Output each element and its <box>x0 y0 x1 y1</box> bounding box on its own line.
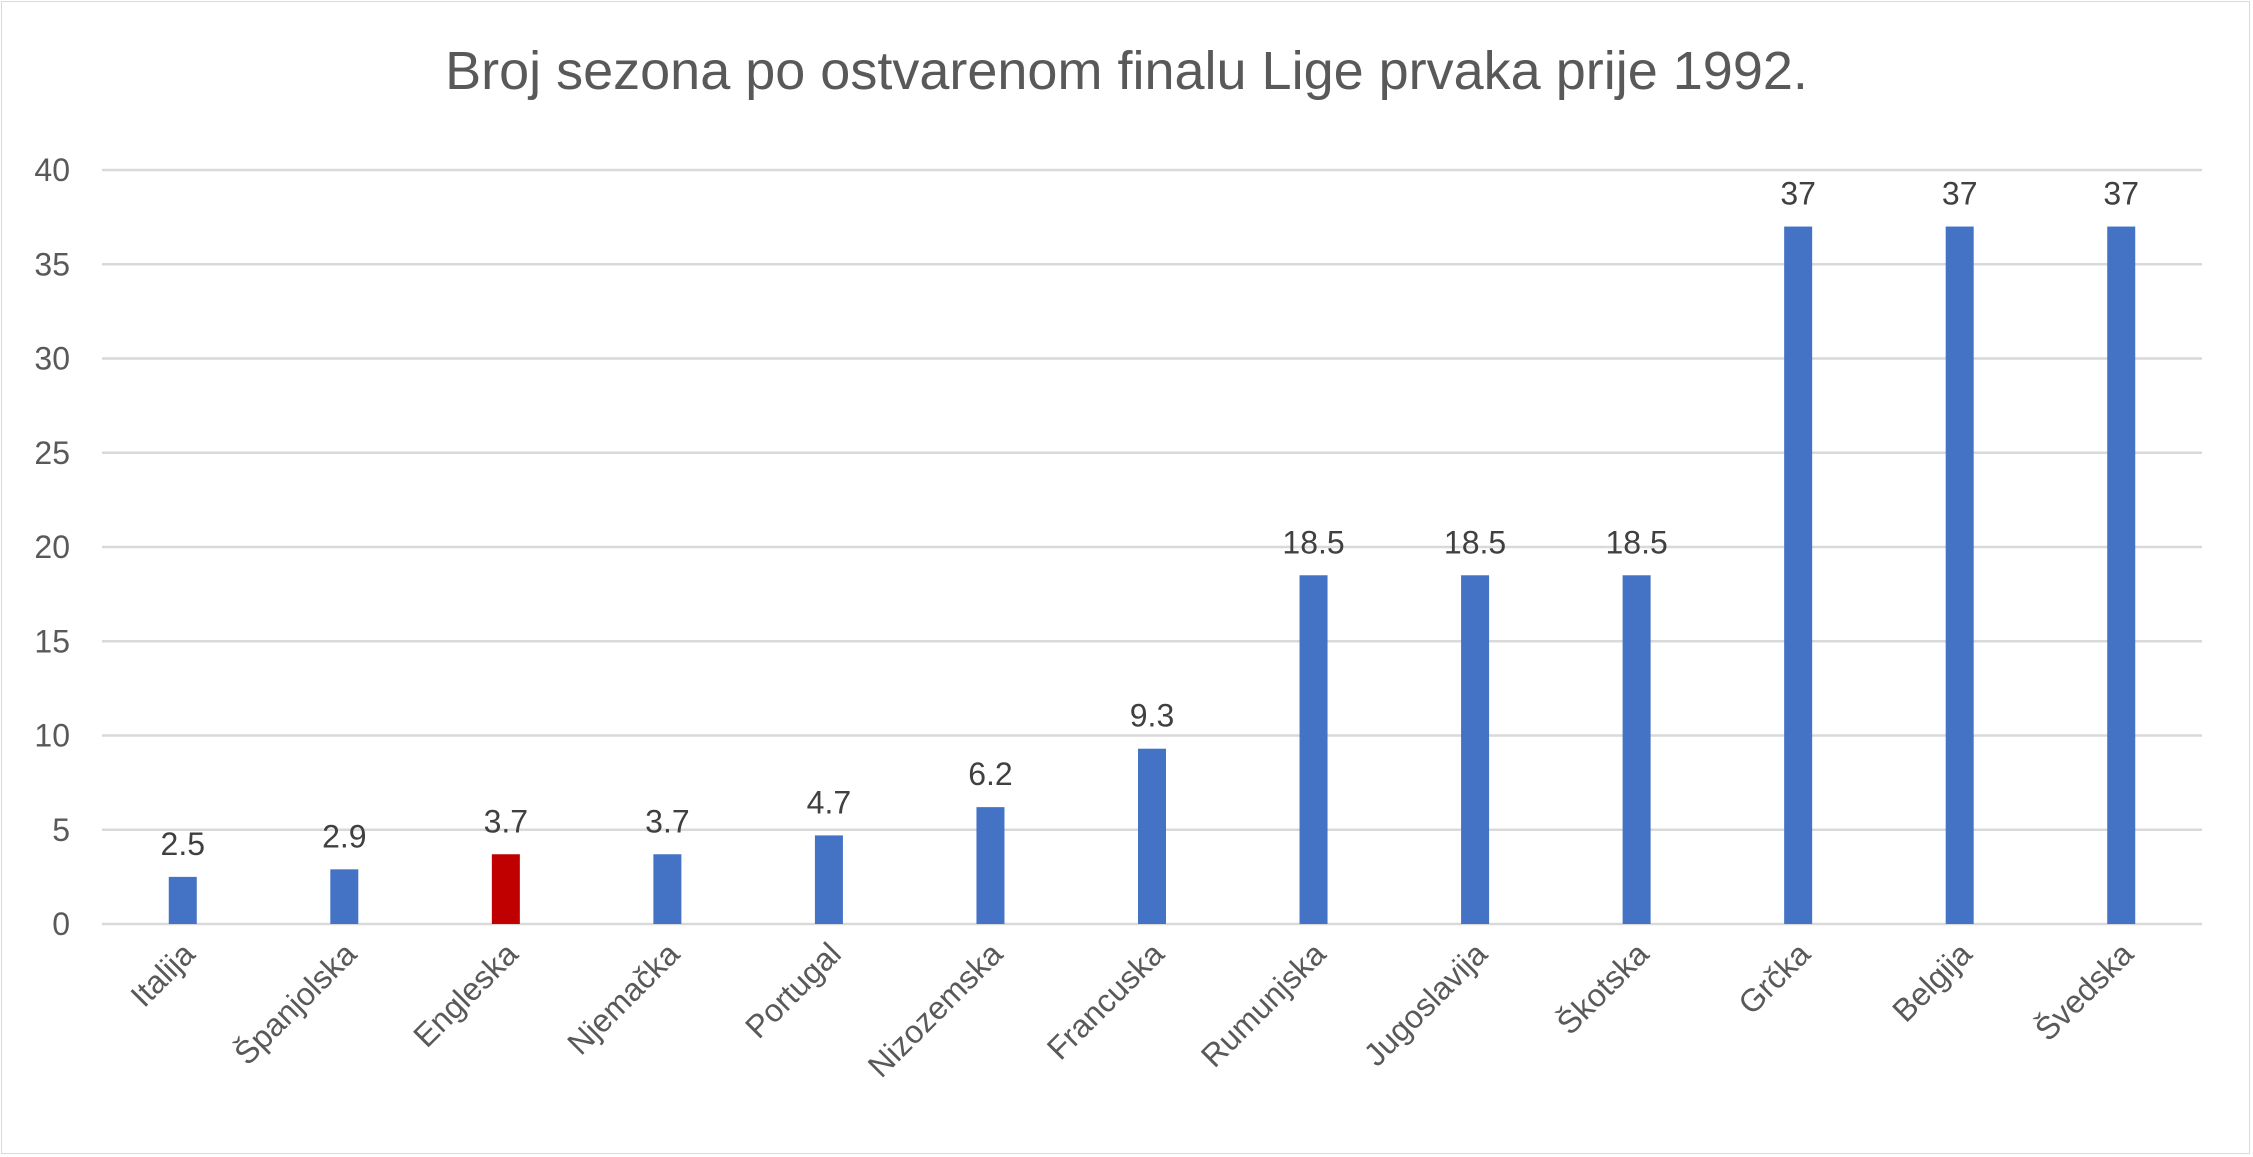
x-tick-label: Švedska <box>2028 935 2140 1047</box>
data-label: 18.5 <box>1605 524 1667 560</box>
data-label: 4.7 <box>807 784 851 820</box>
x-tick-label: Portugal <box>738 935 848 1045</box>
data-label: 9.3 <box>1130 698 1174 734</box>
y-tick-label: 5 <box>52 812 70 848</box>
x-tick-label: Belgija <box>1885 935 1979 1029</box>
data-label: 37 <box>2103 176 2139 212</box>
y-tick-label: 25 <box>34 435 70 471</box>
bar <box>1138 748 1166 924</box>
chart-title: Broj sezona po ostvarenom finalu Lige pr… <box>445 41 1808 101</box>
x-tick-label: Nizozemska <box>861 935 1010 1084</box>
bar <box>814 835 843 924</box>
bar <box>976 807 1005 924</box>
bar <box>2107 226 2136 925</box>
y-tick-label: 40 <box>34 152 70 188</box>
data-label: 6.2 <box>968 756 1012 792</box>
y-tick-label: 15 <box>34 623 70 659</box>
data-label: 3.7 <box>645 803 689 839</box>
bar <box>168 876 197 924</box>
x-tick-label: Italija <box>123 935 201 1013</box>
bar <box>1945 226 1974 925</box>
x-tick-label: Španjolska <box>227 935 363 1071</box>
data-label: 37 <box>1780 176 1816 212</box>
y-tick-label: 35 <box>34 246 70 282</box>
data-label: 37 <box>1942 176 1978 212</box>
data-label: 2.9 <box>322 818 366 854</box>
data-label: 18.5 <box>1444 524 1506 560</box>
x-tick-label: Engleska <box>406 935 525 1054</box>
x-tick-label: Rumunjska <box>1194 935 1333 1074</box>
x-tick-label: Grčka <box>1731 935 1817 1021</box>
data-label: 3.7 <box>484 803 528 839</box>
bar <box>1784 226 1813 925</box>
x-tick-label: Škotska <box>1550 935 1656 1041</box>
x-tick-label: Francuska <box>1040 935 1171 1066</box>
y-tick-label: 30 <box>34 341 70 377</box>
y-tick-label: 20 <box>34 529 70 565</box>
bar <box>491 854 520 924</box>
bar <box>653 854 682 924</box>
bar <box>1461 575 1490 924</box>
data-label: 18.5 <box>1282 524 1344 560</box>
x-tick-label: Njemačka <box>560 935 686 1061</box>
data-label: 2.5 <box>161 826 205 862</box>
bar <box>330 869 359 924</box>
bar <box>1299 575 1328 924</box>
y-tick-label: 10 <box>34 718 70 754</box>
x-tick-label: Jugoslavija <box>1357 935 1495 1073</box>
y-tick-label: 0 <box>52 906 70 942</box>
bar <box>1622 575 1651 924</box>
